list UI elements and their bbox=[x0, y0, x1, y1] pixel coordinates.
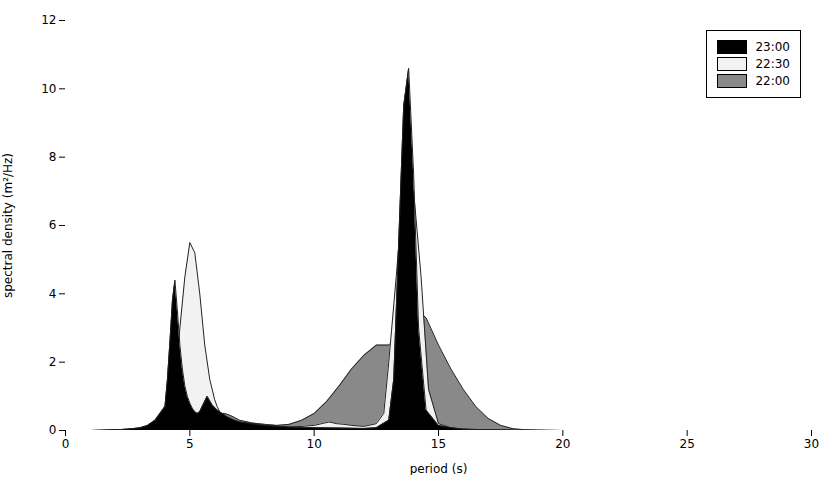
svg-text:30: 30 bbox=[804, 437, 819, 451]
svg-text:2: 2 bbox=[49, 355, 57, 369]
html-text:22:30: 22:30 bbox=[755, 57, 790, 71]
html-text:22:00: 22:00 bbox=[755, 74, 790, 88]
svg-text:8: 8 bbox=[49, 150, 57, 164]
html-text:23:00: 23:00 bbox=[755, 40, 790, 54]
svg-text:4: 4 bbox=[49, 287, 57, 301]
svg-text:0: 0 bbox=[49, 423, 57, 437]
svg-text:0: 0 bbox=[62, 437, 70, 451]
svg-text:6: 6 bbox=[49, 218, 57, 232]
svg-text:25: 25 bbox=[680, 437, 695, 451]
svg-text:spectral density (m²/Hz): spectral density (m²/Hz) bbox=[1, 153, 15, 298]
svg-text:12: 12 bbox=[41, 13, 56, 27]
svg-text:10: 10 bbox=[41, 82, 56, 96]
svg-text:5: 5 bbox=[186, 437, 194, 451]
svg-text:15: 15 bbox=[431, 437, 446, 451]
svg-text:period (s): period (s) bbox=[410, 462, 468, 476]
svg-text:10: 10 bbox=[307, 437, 322, 451]
svg-text:20: 20 bbox=[555, 437, 570, 451]
